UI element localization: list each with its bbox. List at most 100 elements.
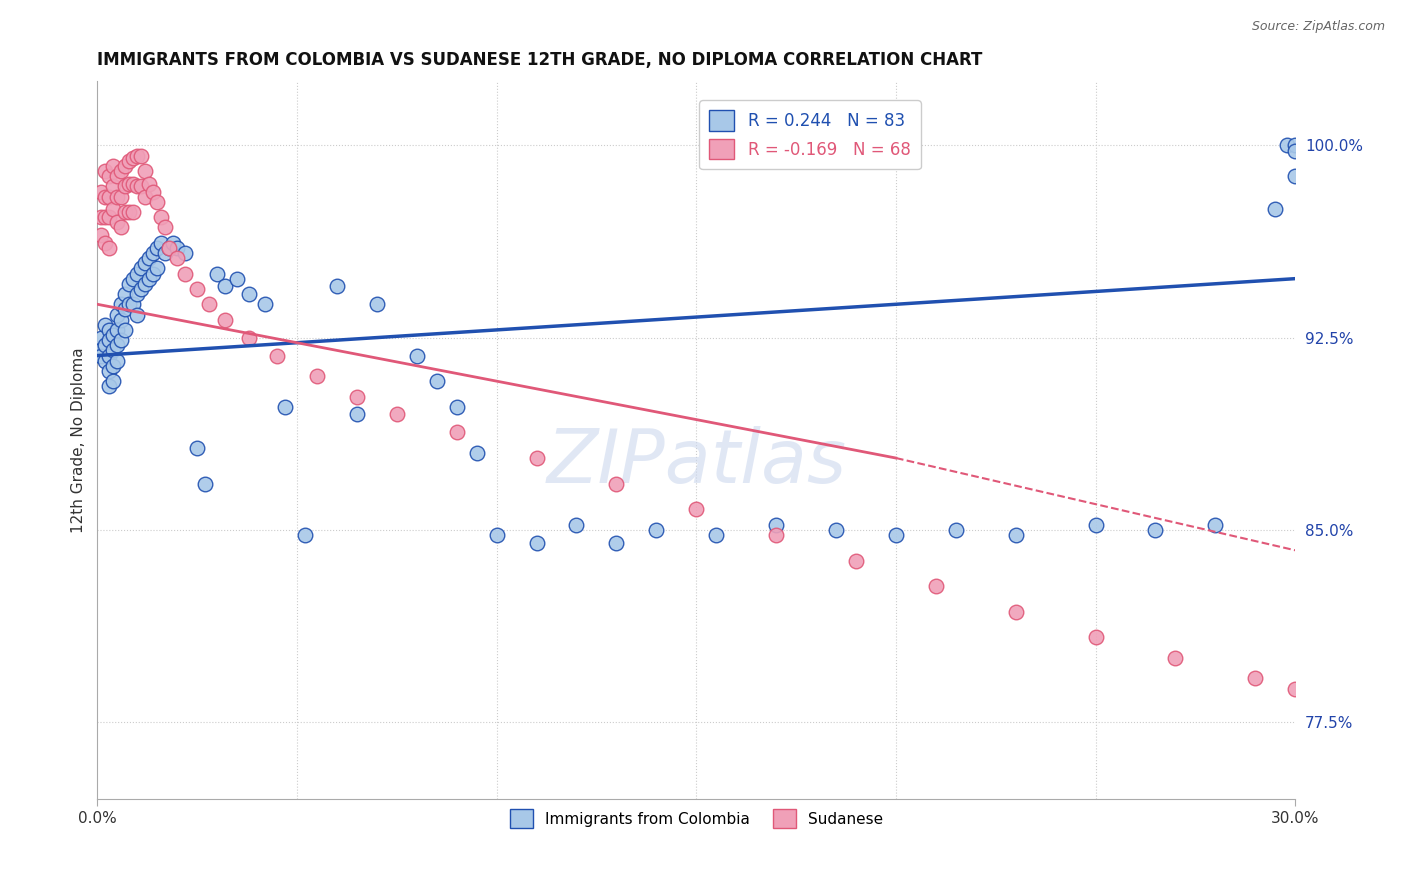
Point [945, 523, 967, 537]
Point [1284, 169, 1306, 183]
Point [226, 271, 249, 285]
Point [1284, 681, 1306, 696]
Point [94, 189, 117, 203]
Point [103, 328, 125, 343]
Point [845, 553, 868, 567]
Point [110, 220, 132, 235]
Point [94, 318, 117, 332]
Point [103, 159, 125, 173]
Point [1344, 697, 1367, 711]
Point [446, 425, 468, 440]
Point [198, 297, 221, 311]
Point [925, 579, 948, 593]
Point [114, 179, 136, 194]
Point [110, 297, 132, 311]
Point [118, 297, 141, 311]
Point [346, 390, 368, 404]
Point [366, 297, 388, 311]
Point [105, 338, 128, 352]
Point [526, 535, 548, 549]
Point [605, 476, 627, 491]
Point [305, 369, 328, 384]
Point [765, 517, 787, 532]
Point [110, 312, 132, 326]
Text: IMMIGRANTS FROM COLOMBIA VS SUDANESE 12TH GRADE, NO DIPLOMA CORRELATION CHART: IMMIGRANTS FROM COLOMBIA VS SUDANESE 12T… [97, 51, 983, 69]
Point [105, 215, 128, 229]
Point [685, 502, 707, 516]
Point [155, 246, 177, 260]
Point [645, 523, 668, 537]
Point [129, 282, 152, 296]
Point [90, 185, 112, 199]
Point [122, 271, 145, 285]
Point [103, 343, 125, 358]
Point [127, 308, 149, 322]
Text: Source: ZipAtlas.com: Source: ZipAtlas.com [1251, 20, 1385, 33]
Point [1164, 651, 1187, 665]
Point [129, 149, 152, 163]
Point [142, 185, 165, 199]
Point [605, 535, 627, 549]
Point [129, 261, 152, 276]
Point [105, 169, 128, 183]
Point [138, 251, 160, 265]
Point [155, 220, 177, 235]
Point [426, 374, 449, 388]
Point [103, 374, 125, 388]
Point [214, 279, 236, 293]
Point [134, 189, 156, 203]
Point [162, 235, 184, 250]
Point [90, 343, 112, 358]
Legend: Immigrants from Colombia, Sudanese: Immigrants from Colombia, Sudanese [503, 804, 889, 834]
Point [98, 349, 121, 363]
Point [118, 153, 141, 168]
Point [142, 246, 165, 260]
Point [565, 517, 588, 532]
Point [94, 164, 117, 178]
Point [1364, 707, 1386, 722]
Point [98, 379, 121, 393]
Point [127, 267, 149, 281]
Point [166, 241, 188, 255]
Point [90, 210, 112, 224]
Point [146, 261, 169, 276]
Point [1204, 517, 1226, 532]
Point [266, 349, 288, 363]
Point [274, 400, 297, 414]
Point [110, 333, 132, 347]
Point [146, 241, 169, 255]
Point [98, 169, 121, 183]
Point [1144, 523, 1167, 537]
Point [103, 179, 125, 194]
Point [765, 528, 787, 542]
Point [94, 210, 117, 224]
Point [238, 287, 260, 301]
Point [94, 235, 117, 250]
Point [704, 528, 727, 542]
Point [405, 349, 427, 363]
Point [174, 267, 197, 281]
Point [385, 408, 408, 422]
Text: ZIPatlas: ZIPatlas [546, 425, 846, 498]
Point [122, 151, 145, 165]
Point [1284, 138, 1306, 153]
Point [326, 279, 349, 293]
Point [138, 177, 160, 191]
Point [485, 528, 508, 542]
Point [118, 205, 141, 219]
Point [150, 235, 173, 250]
Point [186, 441, 208, 455]
Point [94, 338, 117, 352]
Point [118, 277, 141, 291]
Point [1084, 631, 1107, 645]
Point [526, 450, 548, 465]
Point [1284, 144, 1306, 158]
Point [174, 246, 197, 260]
Point [127, 179, 149, 194]
Point [205, 267, 228, 281]
Point [122, 177, 145, 191]
Point [94, 353, 117, 368]
Point [114, 205, 136, 219]
Point [346, 408, 368, 422]
Point [105, 189, 128, 203]
